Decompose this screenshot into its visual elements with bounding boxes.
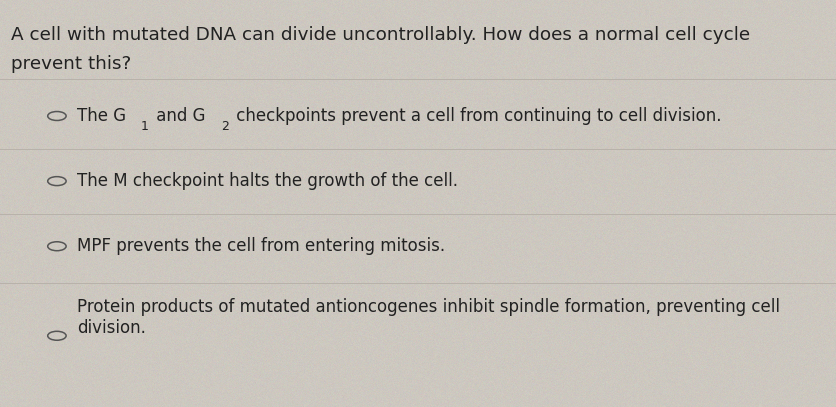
Text: The G: The G xyxy=(77,107,126,125)
Text: MPF prevents the cell from entering mitosis.: MPF prevents the cell from entering mito… xyxy=(77,237,445,255)
Text: 1: 1 xyxy=(140,120,148,133)
Text: A cell with mutated DNA can divide uncontrollably. How does a normal cell cycle: A cell with mutated DNA can divide uncon… xyxy=(11,26,749,44)
Text: 2: 2 xyxy=(221,120,228,133)
Text: and G: and G xyxy=(150,107,205,125)
Text: Protein products of mutated antioncogenes inhibit spindle formation, preventing : Protein products of mutated antioncogene… xyxy=(77,298,779,337)
Text: checkpoints prevent a cell from continuing to cell division.: checkpoints prevent a cell from continui… xyxy=(231,107,721,125)
Text: prevent this?: prevent this? xyxy=(11,55,131,73)
Text: The M checkpoint halts the growth of the cell.: The M checkpoint halts the growth of the… xyxy=(77,172,457,190)
